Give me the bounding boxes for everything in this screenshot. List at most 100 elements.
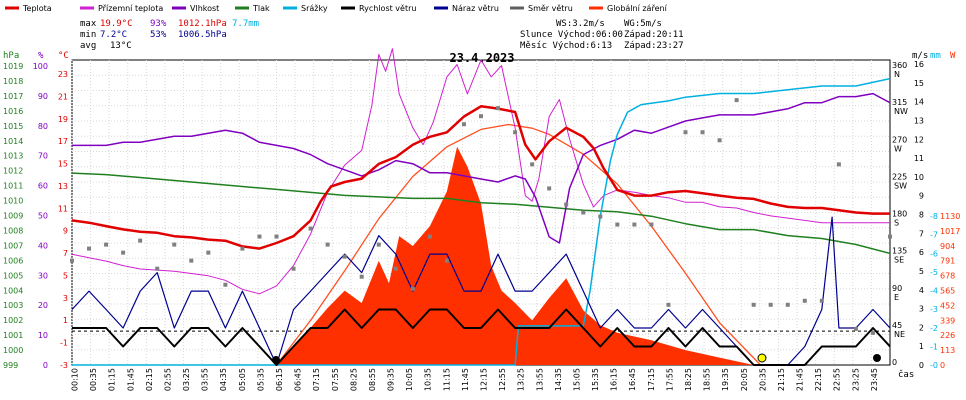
pct-tick: 10 <box>38 331 48 340</box>
wind-dir-point <box>819 298 824 303</box>
c-tick: 7 <box>63 249 68 258</box>
time-tick: 02:55 <box>163 368 172 391</box>
time-tick: 15:05 <box>572 368 581 391</box>
legend-label-6: Náraz větru <box>452 4 499 13</box>
mm-tick: -7 <box>930 231 938 240</box>
mm-tick: -8 <box>930 212 938 221</box>
hpa-tick: 1007 <box>3 241 23 250</box>
stats-min-press: 1006.5hPa <box>178 30 227 40</box>
time-tick: 12:15 <box>480 368 489 391</box>
wind-dir-point <box>547 186 552 191</box>
wind-dir-point <box>308 226 313 231</box>
time-tick: 20:35 <box>758 368 767 391</box>
w-tick: 226 <box>940 331 955 340</box>
axis-unit-hpa: hPa <box>3 51 19 61</box>
hpa-tick: 1006 <box>3 256 23 265</box>
wind-dir-point <box>172 242 177 247</box>
hpa-tick: 1004 <box>3 286 23 295</box>
wind-dir-point <box>410 286 415 291</box>
c-tick: 5 <box>63 271 68 280</box>
series-line-teplota <box>71 105 890 250</box>
wind-dir-point <box>444 258 449 263</box>
stats-min-hum: 53% <box>150 30 167 40</box>
c-tick: 23 <box>58 70 68 79</box>
stats-max-rain: 7.7mm <box>232 19 259 29</box>
wind-dir-point <box>138 238 143 243</box>
w-tick: 678 <box>940 272 955 281</box>
pct-tick: 60 <box>38 182 48 191</box>
axis-unit-c: °C <box>58 51 69 61</box>
w-tick: 904 <box>940 242 955 251</box>
sunset-marker <box>757 353 767 363</box>
ms-tick: 6 <box>919 248 924 257</box>
wind-dir-point <box>853 326 858 331</box>
time-tick: 12:55 <box>498 368 507 391</box>
radiation-area <box>276 146 754 365</box>
pct-tick: 70 <box>38 152 48 161</box>
stats-max-temp: 19.9°C <box>100 19 133 29</box>
dir-tick-deg: 360 <box>892 61 907 70</box>
legend-label-2: Vlhkost <box>190 4 219 13</box>
mm-tick: -4 <box>930 287 938 296</box>
pct-tick: 100 <box>33 62 48 71</box>
hpa-tick: 1010 <box>3 197 23 206</box>
time-tick: 10:35 <box>424 368 433 391</box>
time-tick: 14:35 <box>554 368 563 391</box>
wind-dir-point <box>291 266 296 271</box>
hpa-tick: 1005 <box>3 271 23 280</box>
wind-dir-point <box>240 246 245 251</box>
dir-tick-deg: 225 <box>892 172 907 181</box>
time-tick: 10:05 <box>405 368 414 391</box>
hpa-tick: 1002 <box>3 316 23 325</box>
stats-max-press: 1012.1hPa <box>178 19 227 29</box>
hpa-tick: 1012 <box>3 167 23 176</box>
ms-tick: 3 <box>919 305 924 314</box>
stats-max-hum: 93% <box>150 19 167 29</box>
mm-tick: -2 <box>930 324 938 333</box>
time-tick: 19:35 <box>721 368 730 391</box>
wind-dir-point <box>189 258 194 263</box>
dir-tick-label: SE <box>894 256 904 265</box>
stats-block: max 19.9°C 93% 1012.1hPa 7.7mm min 7.2°C… <box>80 19 259 51</box>
dir-tick-label: N <box>894 70 900 79</box>
c-tick: 1 <box>63 316 68 325</box>
ms-tick: 5 <box>919 267 924 276</box>
dir-tick-label: NW <box>894 107 908 116</box>
time-tick: 16:15 <box>610 368 619 391</box>
dir-tick-deg: 270 <box>892 135 907 144</box>
wind-dir-point <box>870 330 875 335</box>
wind-dir-point <box>496 106 501 111</box>
mm-tick: -6 <box>930 249 938 258</box>
w-tick: 1017 <box>940 227 960 236</box>
series-line-tlak <box>71 172 891 255</box>
stats-max-label: max <box>80 19 97 29</box>
hpa-tick: 1001 <box>3 331 23 340</box>
time-tick: 02:15 <box>145 368 154 391</box>
series-lines <box>71 48 891 366</box>
chart-title: 23.4.2023 <box>449 51 514 65</box>
ms-tick: 13 <box>914 116 924 125</box>
radiation-fill <box>276 146 754 365</box>
legend-label-8: Globální záření <box>607 4 668 13</box>
dir-tick-deg: 315 <box>892 98 907 107</box>
pct-tick: 20 <box>38 301 48 310</box>
axis-unit-mm: mm <box>930 51 941 61</box>
time-tick: 17:55 <box>665 368 674 391</box>
c-tick: 19 <box>58 115 68 124</box>
wind-dir-point <box>564 202 569 207</box>
wind-dir-point <box>632 222 637 227</box>
wind-dir-point <box>513 130 518 135</box>
wind-dir-point <box>751 302 756 307</box>
mm-tick: -0 <box>930 361 938 370</box>
time-tick: 01:15 <box>108 368 117 391</box>
w-tick: 0 <box>940 361 945 370</box>
legend-label-1: Přízemní teplota <box>98 4 163 13</box>
time-tick: 06:15 <box>275 368 284 391</box>
hpa-tick: 1013 <box>3 152 23 161</box>
axis-unit-pct: % <box>38 51 44 61</box>
dir-tick-label: S <box>894 219 899 228</box>
wind-dir-point <box>104 242 109 247</box>
wind-wg-value: WG:5m/s <box>624 19 662 29</box>
time-tick: 05:35 <box>256 368 265 391</box>
